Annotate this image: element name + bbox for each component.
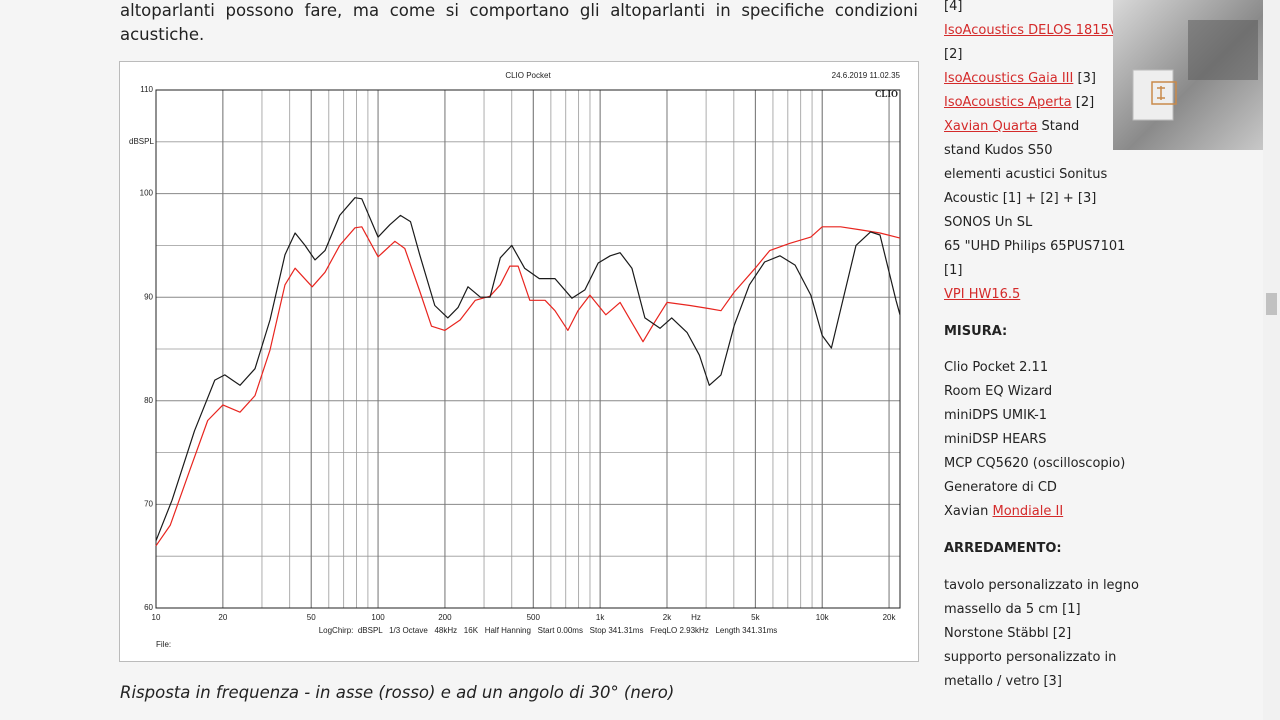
sidebar-heading: MISURA:: [944, 324, 1008, 339]
ad-image[interactable]: [1113, 0, 1263, 150]
sidebar-item: IsoAcoustics Aperta [2]: [944, 91, 1125, 115]
x-tick-label: 500: [527, 613, 541, 622]
text: [2]: [1071, 95, 1095, 110]
sidebar-item: elementi acustici Sonitus: [944, 163, 1125, 187]
text: MCP CQ5620 (oscilloscopio): [944, 456, 1126, 471]
y-tick-label: 100: [140, 189, 154, 198]
y-tick-label: 90: [144, 292, 153, 301]
text: [1]: [944, 263, 963, 278]
x-tick-label: 20k: [883, 613, 897, 622]
sidebar-list: [4] IsoAcoustics DELOS 1815V [2] IsoAcousti…: [944, 0, 1125, 307]
sidebar-item: MCP CQ5620 (oscilloscopio): [944, 452, 1125, 476]
x-tick-label: 20: [218, 613, 227, 622]
text: [3]: [1073, 71, 1096, 86]
sidebar-item: massello da 5 cm [1]: [944, 598, 1139, 622]
x-tick-label: 200: [438, 613, 452, 622]
x-tick-label: 10k: [816, 613, 830, 622]
sidebar-heading: ARREDAMENTO:: [944, 541, 1062, 556]
scrollbar[interactable]: [1263, 0, 1280, 720]
text: [4]: [944, 0, 963, 14]
sidebar-item: stand Kudos S50: [944, 139, 1125, 163]
sidebar-item: Acoustic [1] + [2] + [3]: [944, 187, 1125, 211]
text: Clio Pocket 2.11: [944, 360, 1049, 375]
text: miniDSP HEARS: [944, 432, 1047, 447]
link[interactable]: IsoAcoustics Gaia III: [944, 71, 1074, 86]
sidebar-item: metallo / vetro [3]: [944, 670, 1139, 694]
sidebar-item: SONOS Un SL: [944, 211, 1125, 235]
text: massello da 5 cm [1]: [944, 602, 1081, 617]
series-line: [155, 226, 901, 547]
link[interactable]: IsoAcoustics DELOS 1815V: [944, 23, 1118, 38]
chart-title: CLIO Pocket: [505, 71, 551, 80]
sidebar-list: Clio Pocket 2.11 Room EQ Wizard miniDPS UM…: [944, 356, 1125, 524]
text: stand Kudos S50: [944, 143, 1053, 158]
sidebar-item: IsoAcoustics DELOS 1815V: [944, 19, 1125, 43]
sidebar-item: miniDSP HEARS: [944, 428, 1125, 452]
file-label: File:: [156, 640, 171, 649]
text: [2]: [944, 47, 963, 62]
text: SONOS Un SL: [944, 215, 1033, 230]
text: metallo / vetro [3]: [944, 674, 1062, 689]
footer: LogChirp: dBSPL 1/3 Octave 48kHz 16K Hal…: [319, 626, 778, 635]
link[interactable]: IsoAcoustics Aperta: [944, 95, 1072, 110]
text: Norstone Stäbbl [2]: [944, 626, 1072, 641]
text: miniDPS UMIK-1: [944, 408, 1048, 423]
caption: Risposta in frequenza - in asse (rosso) …: [120, 683, 675, 702]
link[interactable]: Mondiale II: [992, 504, 1064, 519]
y-axis-label: dBSPL: [129, 137, 154, 146]
sidebar-item: [4]: [944, 0, 1125, 19]
ad-graphic: [1132, 20, 1258, 121]
series-line: [155, 197, 901, 541]
x-unit: Hz: [691, 613, 701, 622]
sidebar-item: IsoAcoustics Gaia III [3]: [944, 67, 1125, 91]
text: Stand: [1037, 119, 1080, 134]
text: Room EQ Wizard: [944, 384, 1053, 399]
text: Generatore di CD: [944, 480, 1057, 495]
text: elementi acustici Sonitus: [944, 167, 1108, 182]
brand: CLIO: [875, 89, 898, 99]
chart-date: 24.6.2019 11.02.35: [832, 71, 901, 80]
sidebar-item: Norstone Stäbbl [2]: [944, 622, 1139, 646]
sidebar-item: Xavian Mondiale II: [944, 500, 1125, 524]
text: Acoustic [1] + [2] + [3]: [944, 191, 1097, 206]
x-tick-label: 100: [371, 613, 385, 622]
sidebar-item: Room EQ Wizard: [944, 380, 1125, 404]
y-tick-label: 70: [144, 500, 153, 509]
x-tick-label: 10: [152, 613, 161, 622]
sidebar-item: tavolo personalizzato in legno: [944, 574, 1139, 598]
sidebar-item: [1]: [944, 259, 1125, 283]
x-tick-label: 5k: [751, 613, 760, 622]
sidebar-item: VPI HW16.5: [944, 283, 1125, 307]
sidebar-item: Generatore di CD: [944, 476, 1125, 500]
y-tick-label: 80: [144, 396, 153, 405]
text: tavolo personalizzato in legno: [944, 578, 1139, 593]
y-tick-label: 60: [144, 603, 153, 612]
sidebar-item: Xavian Quarta Stand: [944, 115, 1125, 139]
sidebar-item: miniDPS UMIK-1: [944, 404, 1125, 428]
link[interactable]: VPI HW16.5: [944, 287, 1021, 302]
y-tick-label: 110: [140, 85, 153, 94]
text: 65 "UHD Philips 65PUS7101: [944, 239, 1126, 254]
plot-frame: [155, 89, 901, 609]
sidebar-item: [2]: [944, 43, 1125, 67]
text: Xavian: [944, 504, 993, 519]
x-tick-label: 50: [307, 613, 316, 622]
sidebar-item: Clio Pocket 2.11: [944, 356, 1125, 380]
article-text: altoparlanti possono fare, ma come si co…: [120, 1, 918, 44]
x-tick-label: 2k: [663, 613, 672, 622]
chart: CLIO Pocket 24.6.2019 11.02.35 dBSPL LogChi…: [129, 71, 901, 649]
x-tick-label: 1k: [596, 613, 605, 622]
link[interactable]: Xavian Quarta: [944, 119, 1038, 134]
chart-image: CLIO Pocket 24.6.2019 11.02.35 dBSPL LogChi…: [119, 61, 919, 662]
scroll-thumb[interactable]: [1266, 293, 1277, 315]
sidebar-item: 65 "UHD Philips 65PUS7101: [944, 235, 1125, 259]
sidebar-list: tavolo personalizzato in legno massello d…: [944, 574, 1139, 694]
sidebar-item: supporto personalizzato in: [944, 646, 1139, 670]
text: supporto personalizzato in: [944, 650, 1117, 665]
